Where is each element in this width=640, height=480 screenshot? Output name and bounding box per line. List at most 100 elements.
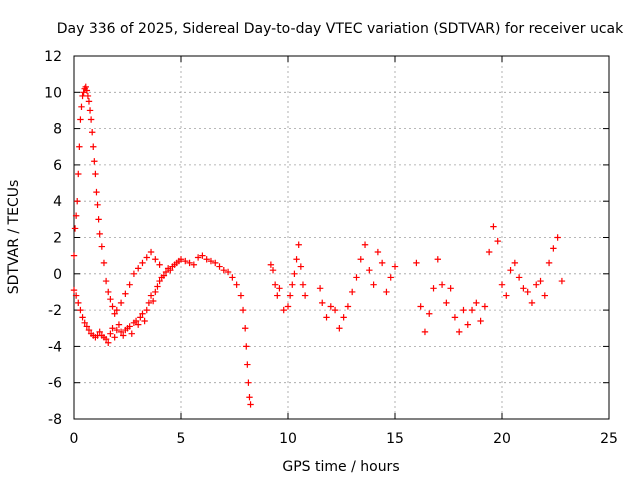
data-point [247, 401, 254, 408]
data-point [274, 292, 281, 299]
y-tick-label: 0 [53, 267, 62, 283]
data-point [85, 326, 93, 334]
data-point [378, 259, 386, 267]
data-point [391, 263, 399, 270]
data-point [344, 303, 352, 310]
data-point [141, 317, 148, 325]
data-point [177, 256, 185, 263]
y-tick-label: -6 [48, 376, 62, 392]
data-point [447, 285, 454, 292]
data-point [284, 303, 292, 310]
data-point [149, 297, 157, 305]
data-point [96, 230, 103, 238]
data-point [203, 256, 210, 263]
data-point [182, 257, 189, 265]
data-point [269, 266, 277, 274]
data-point [83, 87, 91, 94]
y-tick-label: 2 [53, 231, 62, 247]
data-point [374, 248, 382, 256]
data-point [152, 256, 159, 263]
data-point [72, 292, 80, 299]
data-point [477, 317, 484, 325]
y-tick-label: 10 [44, 85, 62, 101]
data-point [524, 288, 531, 296]
data-point [494, 237, 501, 245]
data-point [451, 314, 459, 321]
data-point [490, 223, 497, 230]
data-point [460, 306, 467, 314]
data-point [113, 326, 120, 334]
data-point [207, 257, 215, 265]
data-point [456, 328, 463, 336]
data-point [147, 292, 155, 299]
data-point [237, 292, 245, 299]
data-point [143, 306, 150, 314]
data-point [545, 259, 553, 267]
data-point [77, 306, 84, 314]
grid [74, 56, 609, 419]
data-point [117, 328, 125, 336]
data-point [426, 310, 433, 317]
data-point [115, 321, 123, 328]
data-point [349, 288, 356, 296]
data-point [109, 303, 116, 310]
data-point [327, 303, 334, 310]
data-point [353, 274, 360, 281]
data-point [83, 323, 91, 330]
data-point [293, 256, 300, 263]
data-point [417, 303, 424, 310]
data-point [75, 170, 82, 178]
data-point [111, 334, 118, 341]
data-point [485, 248, 493, 256]
data-point [295, 241, 302, 248]
data-point [224, 268, 232, 276]
data-point [286, 292, 294, 299]
data-point [132, 317, 140, 325]
data-point [152, 288, 159, 296]
data-point [515, 274, 523, 281]
data-point [190, 261, 198, 268]
data-point [130, 270, 138, 277]
data-point [520, 285, 527, 292]
data-point [105, 339, 112, 346]
data-point [245, 379, 252, 386]
data-point [167, 266, 174, 274]
data-point [443, 299, 450, 307]
data-point [137, 314, 144, 321]
data-point [554, 234, 561, 241]
data-point [122, 290, 129, 297]
data-point [299, 281, 307, 288]
x-tick-label: 10 [279, 431, 297, 447]
data-point [239, 306, 247, 314]
data-point [96, 328, 103, 336]
data-point [92, 170, 99, 178]
data-point [87, 116, 95, 123]
data-point [117, 299, 125, 307]
data-point [550, 245, 557, 252]
data-point [154, 283, 161, 290]
data-point [70, 286, 78, 294]
data-point [271, 281, 279, 288]
data-point [319, 299, 326, 307]
data-point [473, 299, 480, 307]
data-point [72, 212, 80, 219]
data-point [301, 292, 309, 299]
data-point [511, 259, 519, 267]
data-point [156, 261, 163, 268]
data-point [186, 259, 193, 267]
data-point [481, 303, 489, 310]
data-point [105, 288, 112, 296]
axis-ticks: 0 5 10 15 20 25 -8 -6 -4 -2 0 2 4 6 8 10 12 [44, 49, 618, 447]
data-point [291, 270, 298, 277]
x-tick-label: 20 [493, 431, 511, 447]
data-point [383, 288, 390, 296]
x-axis-label: GPS time / hours [282, 459, 399, 475]
data-point [370, 281, 377, 288]
data-point [98, 243, 106, 250]
y-tick-label: -8 [48, 412, 62, 428]
data-point [79, 92, 86, 100]
data-point [199, 252, 206, 259]
series-sdtvar-low-band [70, 252, 254, 408]
x-tick-label: 25 [600, 431, 618, 447]
data-point [93, 188, 100, 196]
